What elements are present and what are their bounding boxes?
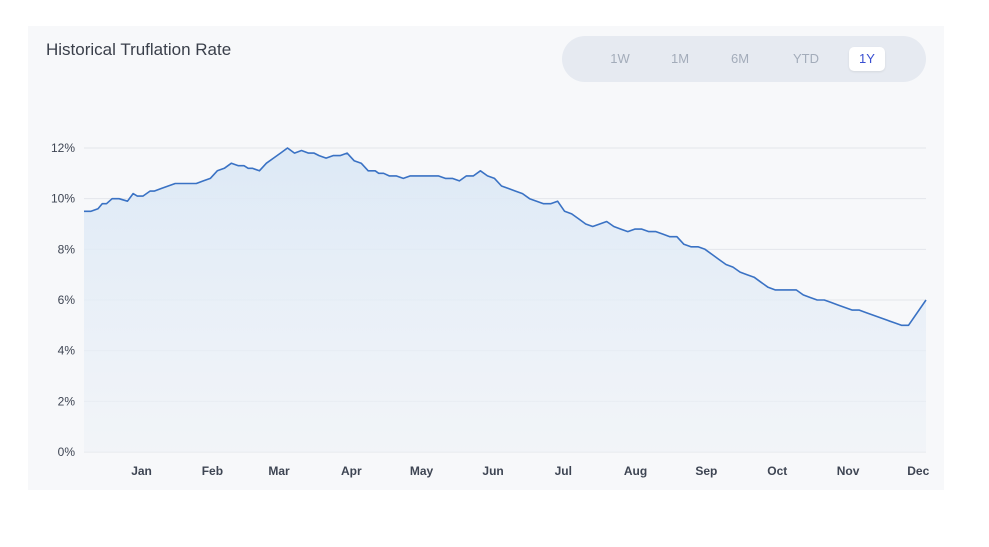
x-tick-label: Oct xyxy=(767,464,787,478)
x-tick-label: Mar xyxy=(268,464,290,478)
x-tick-label: Feb xyxy=(202,464,223,478)
x-tick-label: Jun xyxy=(482,464,503,478)
y-tick-label: 2% xyxy=(58,394,76,408)
y-tick-label: 10% xyxy=(51,192,75,206)
x-tick-label: Apr xyxy=(341,464,362,478)
x-tick-label: Sep xyxy=(695,464,717,478)
rate-area xyxy=(84,148,926,452)
range-button-6m[interactable]: 6M xyxy=(730,51,750,66)
x-tick-label: Jul xyxy=(555,464,572,478)
y-tick-label: 4% xyxy=(58,344,76,358)
x-tick-label: Nov xyxy=(837,464,860,478)
range-button-1y[interactable]: 1Y xyxy=(849,47,885,71)
y-tick-label: 12% xyxy=(51,141,75,155)
x-axis-ticks: Jan Feb Mar Apr May Jun Jul Aug Sep Oct Nov Dec xyxy=(131,464,929,478)
y-axis-ticks: 0% 2% 4% 6% 8% 10% 12% xyxy=(51,141,75,459)
time-range-selector: 1W 1M 6M YTD 1Y xyxy=(562,36,926,82)
y-tick-label: 8% xyxy=(58,242,76,256)
x-tick-label: Dec xyxy=(907,464,929,478)
range-button-1w[interactable]: 1W xyxy=(610,51,630,66)
y-tick-label: 0% xyxy=(58,445,76,459)
x-tick-label: Aug xyxy=(624,464,647,478)
rate-line xyxy=(84,147,927,327)
y-tick-label: 6% xyxy=(58,293,76,307)
x-tick-label: Jan xyxy=(131,464,152,478)
range-button-ytd[interactable]: YTD xyxy=(793,51,819,66)
x-tick-label: May xyxy=(410,464,434,478)
range-button-1m[interactable]: 1M xyxy=(670,51,690,66)
chart-title: Historical Truflation Rate xyxy=(46,40,232,59)
